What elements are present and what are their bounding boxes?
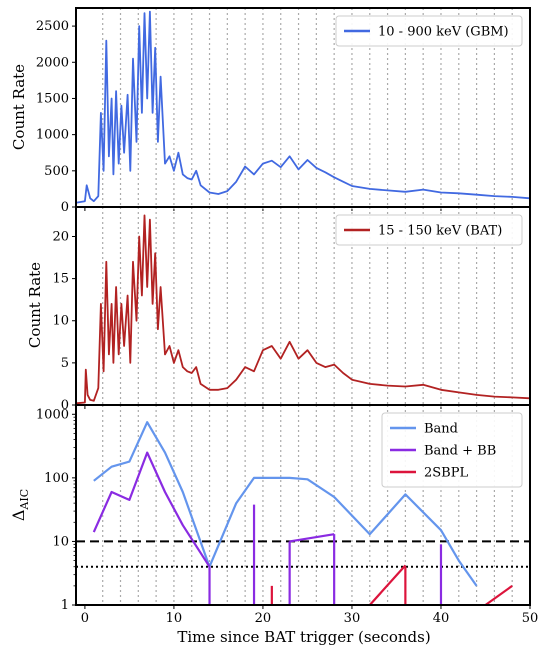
legend-label: 2SBPL (424, 466, 468, 481)
legend-box (335, 214, 523, 246)
aic-y-axis-label: ΔAIC (9, 489, 31, 521)
y-tick-label: 1 (61, 598, 69, 613)
y-tick-label: 15 (52, 272, 69, 287)
gbm-light-curve-panel: 0 500 1000 1500 2000 2500 10 - 900 keV (GBM) (36, 7, 531, 215)
x-tick-label: 50 (522, 611, 539, 626)
x-tick-label: 40 (433, 611, 450, 626)
bat-light-curve-panel: 0 5 10 15 20 15 - 150 keV (BAT) (52, 206, 531, 413)
gbm-y-axis-label: Count Rate (10, 64, 28, 150)
series-segment (289, 533, 335, 543)
legend-box (335, 15, 523, 47)
plot-frame (75, 404, 531, 606)
y-tick-label: 10 (52, 534, 69, 549)
x-tick-label: 20 (255, 611, 272, 626)
legend-label: 10 - 900 keV (GBM) (378, 25, 509, 40)
y-tick-label: 100 (44, 471, 69, 486)
y-tick-label: 0 (61, 200, 69, 215)
legend-label: Band + BB (424, 444, 496, 459)
series-line-0-0 (75, 10, 531, 204)
x-tick-label: 0 (81, 611, 89, 626)
legend-label: Band (424, 422, 458, 437)
y-tick-label: 1000 (36, 407, 69, 422)
y-tick-label: 5 (61, 356, 69, 371)
y-tick-label: 10 (52, 314, 69, 329)
series-line-1-0 (75, 214, 531, 405)
x-tick-label: 30 (344, 611, 361, 626)
legend-label: 15 - 150 keV (BAT) (378, 224, 502, 239)
y-tick-label: 500 (44, 164, 69, 179)
y-tick-label: 1500 (36, 91, 69, 106)
legend-box (381, 412, 523, 488)
y-tick-label: 2500 (36, 19, 69, 34)
series-segment (484, 585, 513, 606)
x-axis-label: Time since BAT trigger (seconds) (177, 628, 430, 646)
bat-y-axis-label: Count Rate (26, 262, 44, 348)
y-tick-label: 0 (61, 398, 69, 413)
x-tick-label: 10 (166, 611, 183, 626)
y-tick-label: 20 (52, 229, 69, 244)
y-tick-label: 2000 (36, 55, 69, 70)
series-line-2-0 (93, 421, 478, 587)
delta-aic-panel: 1 10 100 1000 0 10 20 30 40 50 Band Band + BB 2SBPL (36, 404, 539, 626)
y-tick-label: 1000 (36, 128, 69, 143)
series-line-2-1 (92, 451, 211, 568)
series-segment (368, 564, 407, 606)
